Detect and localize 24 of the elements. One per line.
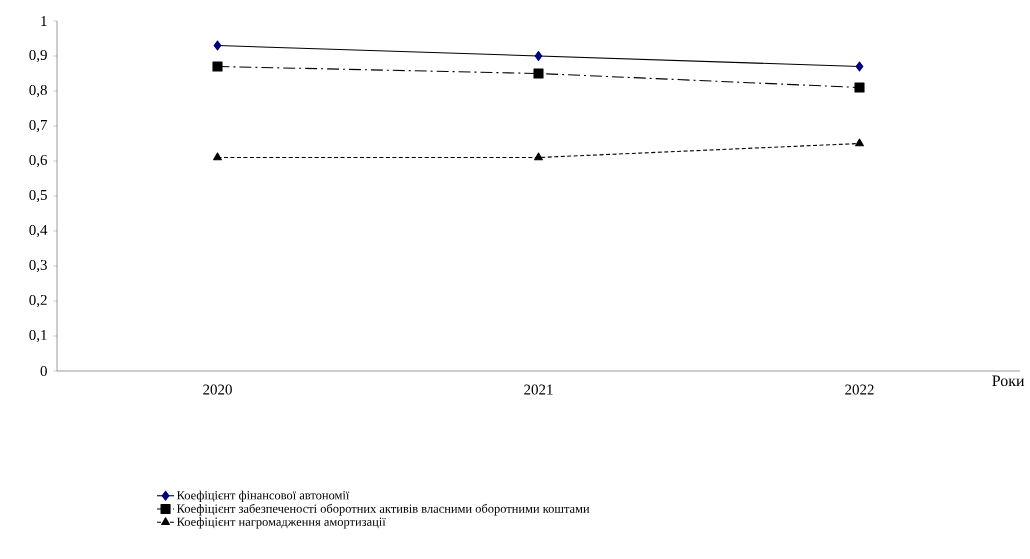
point <box>533 68 544 79</box>
y-tick-label: 0,2 <box>29 294 47 308</box>
y-tick-label: 0,1 <box>29 329 47 343</box>
y-tick-label: 1 <box>41 16 47 26</box>
point <box>212 61 223 72</box>
point <box>213 152 222 161</box>
legend-label: Коефіцієнт забезпеченості оборотних активів власними оборотними коштами <box>176 503 590 516</box>
legend-label: Коефіцієнт фінансової автономії <box>176 490 350 502</box>
x-tick-label: 2020 <box>203 384 232 395</box>
y-tick-label: 0 <box>40 365 47 377</box>
y-tick-label: 0,8 <box>29 84 47 98</box>
y-tick-label: 0,6 <box>29 154 48 168</box>
point <box>855 138 864 147</box>
y-tick-label: 0,5 <box>29 189 47 203</box>
x-axis-title: Роки <box>992 375 1025 387</box>
legend-label: Коефіцієнт нагромадження амортизації <box>176 517 386 529</box>
y-tick-label: 0,7 <box>29 119 48 133</box>
point <box>854 82 865 93</box>
x-tick-label: 2021 <box>524 384 553 395</box>
y-tick-label: 0,3 <box>29 259 47 273</box>
point <box>534 152 543 161</box>
y-tick-label: 0,9 <box>29 49 47 63</box>
x-tick-label: 2022 <box>845 384 874 395</box>
y-tick-label: 0,4 <box>29 224 48 238</box>
